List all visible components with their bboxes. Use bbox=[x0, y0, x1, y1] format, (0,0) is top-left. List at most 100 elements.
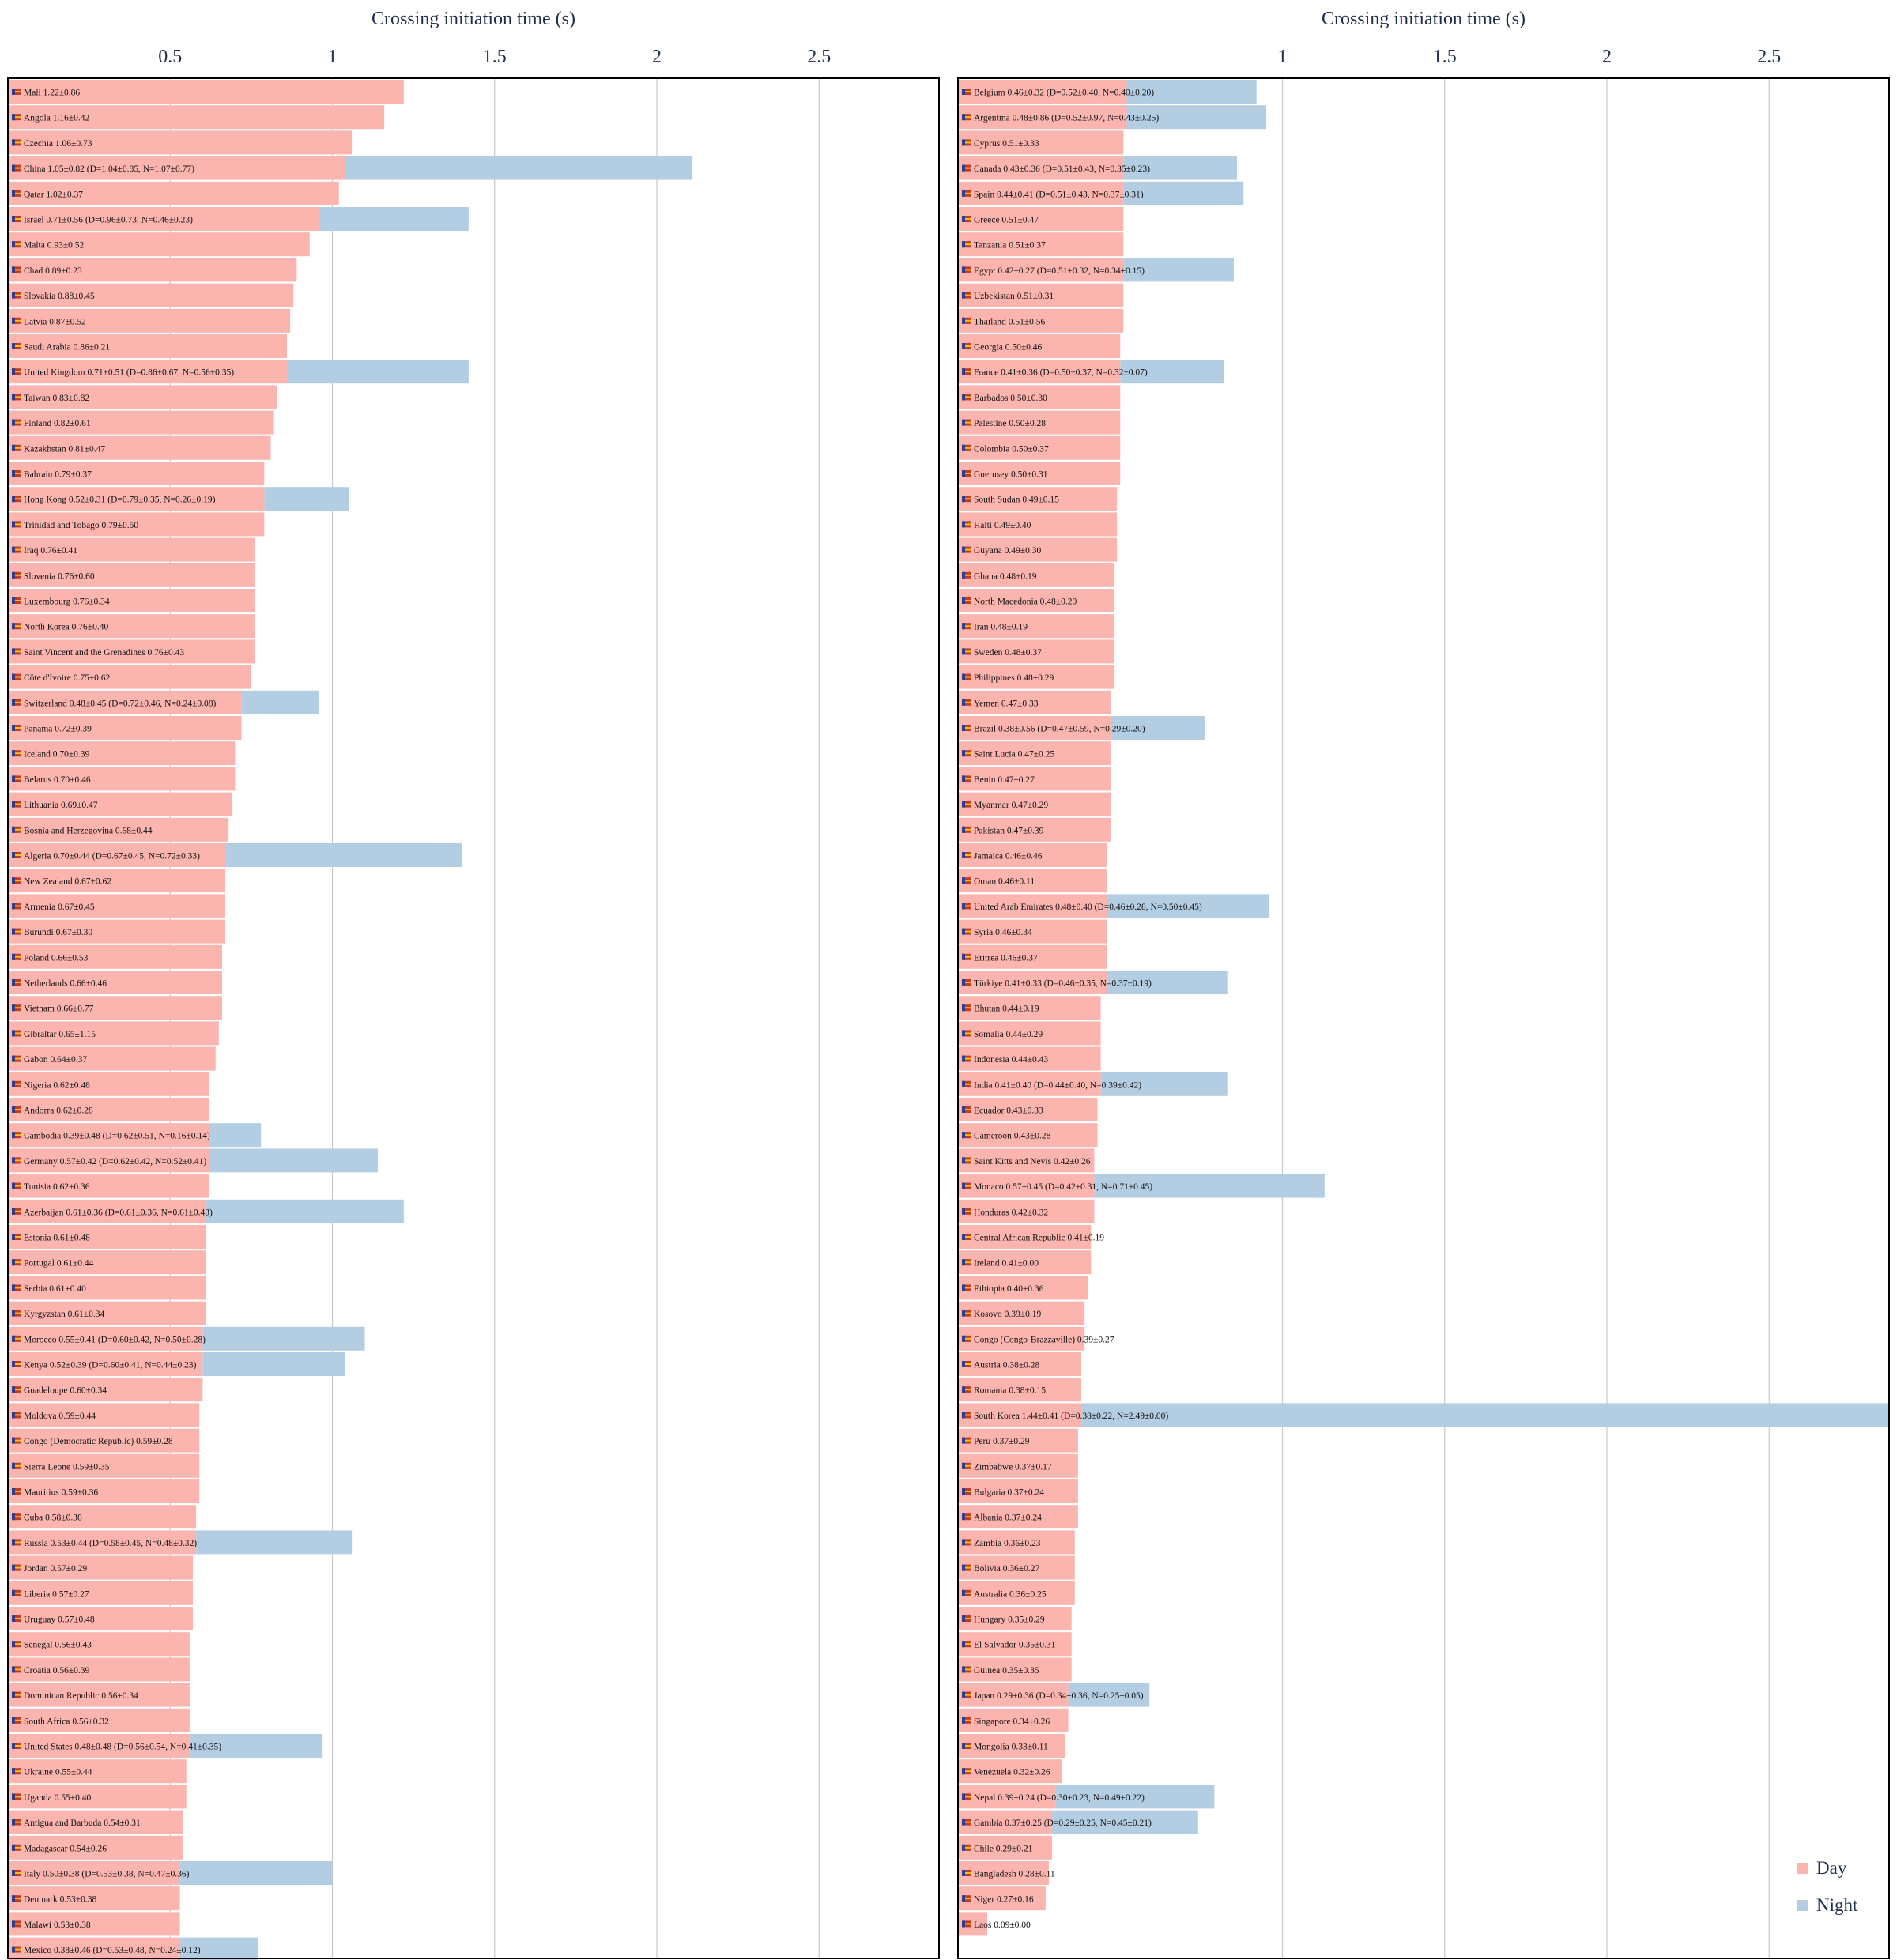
day-bar bbox=[8, 1835, 183, 1860]
flag-icon bbox=[12, 1793, 21, 1800]
flag-icon bbox=[12, 1564, 21, 1571]
flag-icon bbox=[962, 114, 971, 121]
night-bar bbox=[1068, 1683, 1150, 1707]
flag-icon bbox=[12, 1361, 21, 1367]
night-bar bbox=[209, 1148, 378, 1173]
flag-icon bbox=[12, 1768, 21, 1775]
day-bar bbox=[8, 919, 226, 944]
flag-icon bbox=[962, 1310, 971, 1317]
flag-icon bbox=[12, 1310, 21, 1317]
day-bar bbox=[8, 1479, 200, 1503]
flag-icon bbox=[12, 496, 21, 503]
bar-label: Côte d'Ivoire 0.75±0.62 bbox=[24, 673, 111, 683]
flag-icon bbox=[962, 419, 971, 426]
day-bar bbox=[8, 665, 251, 689]
bar-label: Mali 1.22±0.86 bbox=[24, 89, 80, 98]
flag-icon bbox=[962, 394, 971, 401]
day-bar bbox=[8, 80, 404, 104]
bar-label: Saint Vincent and the Grenadines 0.76±0.… bbox=[24, 648, 184, 658]
flag-icon bbox=[962, 903, 971, 910]
flag-icon bbox=[962, 1895, 971, 1902]
bar-label: Mexico 0.38±0.46 (D=0.53±0.48, N=0.24±0.… bbox=[24, 1946, 201, 1955]
day-bar bbox=[958, 665, 1114, 689]
day-bar bbox=[958, 130, 1124, 155]
night-bar bbox=[1052, 1810, 1198, 1834]
bar-label: Saint Lucia 0.47±0.25 bbox=[974, 750, 1054, 760]
day-bar bbox=[958, 360, 1121, 384]
flag-icon bbox=[962, 699, 971, 706]
night-bar bbox=[209, 1123, 262, 1148]
bar-label: Gambia 0.37±0.25 (D=0.29±0.25, N=0.45±0.… bbox=[974, 1819, 1152, 1828]
day-bar bbox=[8, 1759, 187, 1784]
night-bar bbox=[1123, 156, 1238, 180]
flag-icon bbox=[962, 1793, 971, 1800]
night-bar bbox=[287, 360, 469, 384]
day-bar bbox=[8, 1937, 180, 1960]
x-axis-title: Crossing initiation time (s) bbox=[1322, 9, 1526, 29]
bar-label: Singapore 0.34±0.26 bbox=[974, 1717, 1050, 1726]
flag-icon bbox=[12, 648, 21, 655]
flag-icon bbox=[12, 1895, 21, 1902]
flag-icon bbox=[962, 1259, 971, 1266]
bar-label: Argentina 0.48±0.86 (D=0.52±0.97, N=0.43… bbox=[974, 114, 1159, 123]
plot-frame bbox=[7, 77, 940, 1959]
day-bar bbox=[958, 1174, 1095, 1198]
bar-label: El Salvador 0.35±0.31 bbox=[974, 1641, 1056, 1650]
bar-label: Romania 0.38±0.15 bbox=[974, 1386, 1046, 1396]
day-bar bbox=[958, 741, 1111, 766]
day-bar bbox=[8, 537, 255, 562]
bar-label: Hong Kong 0.52±0.31 (D=0.79±0.35, N=0.26… bbox=[24, 496, 216, 505]
bar-label: Congo (Democratic Republic) 0.59±0.28 bbox=[24, 1437, 173, 1446]
day-bar bbox=[8, 1250, 206, 1275]
day-bar bbox=[958, 1555, 1075, 1580]
flag-icon bbox=[962, 496, 971, 503]
flag-icon bbox=[12, 317, 21, 324]
day-bar bbox=[8, 1225, 206, 1249]
flag-icon bbox=[962, 216, 971, 222]
bar-label: Mongolia 0.33±0.11 bbox=[974, 1743, 1048, 1752]
flag-icon bbox=[962, 139, 971, 146]
bar-label: Portugal 0.61±0.44 bbox=[24, 1259, 94, 1268]
flag-icon bbox=[12, 419, 21, 426]
flag-icon bbox=[12, 597, 21, 604]
flag-icon bbox=[962, 1539, 971, 1546]
flag-icon bbox=[962, 1030, 971, 1037]
bar-label: Albania 0.37±0.24 bbox=[974, 1513, 1042, 1523]
bar-label: Cyprus 0.51±0.33 bbox=[974, 139, 1039, 149]
bar-label: Tunisia 0.62±0.36 bbox=[24, 1182, 90, 1192]
bar-label: United Arab Emirates 0.48±0.40 (D=0.46±0… bbox=[974, 903, 1202, 912]
day-bar bbox=[8, 741, 236, 766]
bar-label: Serbia 0.61±0.40 bbox=[24, 1284, 86, 1294]
day-bar bbox=[8, 1657, 190, 1682]
bar-label: Colombia 0.50±0.37 bbox=[974, 444, 1049, 454]
bar-label: Iraq 0.76±0.41 bbox=[24, 546, 77, 556]
flag-icon bbox=[12, 394, 21, 401]
flag-icon bbox=[12, 699, 21, 706]
flag-icon bbox=[12, 139, 21, 146]
day-bar bbox=[8, 614, 255, 639]
day-bar bbox=[8, 1810, 183, 1834]
flag-icon bbox=[962, 1361, 971, 1367]
bar-label: Lithuania 0.69±0.47 bbox=[24, 801, 98, 810]
day-bar bbox=[958, 817, 1111, 842]
flag-icon bbox=[962, 164, 971, 172]
day-bar bbox=[8, 894, 226, 918]
flag-icon bbox=[962, 1844, 971, 1851]
flag-icon bbox=[12, 1284, 21, 1291]
day-bar bbox=[958, 716, 1111, 740]
flag-icon bbox=[962, 1666, 971, 1673]
night-bar bbox=[1120, 360, 1224, 384]
flag-icon bbox=[12, 1004, 21, 1012]
bar-label: South Korea 1.44±0.41 (D=0.38±0.22, N=2.… bbox=[974, 1412, 1168, 1421]
bar-label: Central African Republic 0.41±0.19 bbox=[974, 1234, 1104, 1243]
day-bar bbox=[8, 716, 242, 740]
day-bar bbox=[8, 1886, 180, 1911]
flag-icon bbox=[12, 89, 21, 95]
legend-swatch-day bbox=[1797, 1863, 1808, 1874]
bar-label: Ghana 0.48±0.19 bbox=[974, 571, 1037, 581]
flag-icon bbox=[962, 1589, 971, 1596]
flag-icon bbox=[12, 266, 21, 273]
bar-label: Laos 0.09±0.00 bbox=[974, 1920, 1031, 1930]
bar-label: Uruguay 0.57±0.48 bbox=[24, 1615, 95, 1625]
